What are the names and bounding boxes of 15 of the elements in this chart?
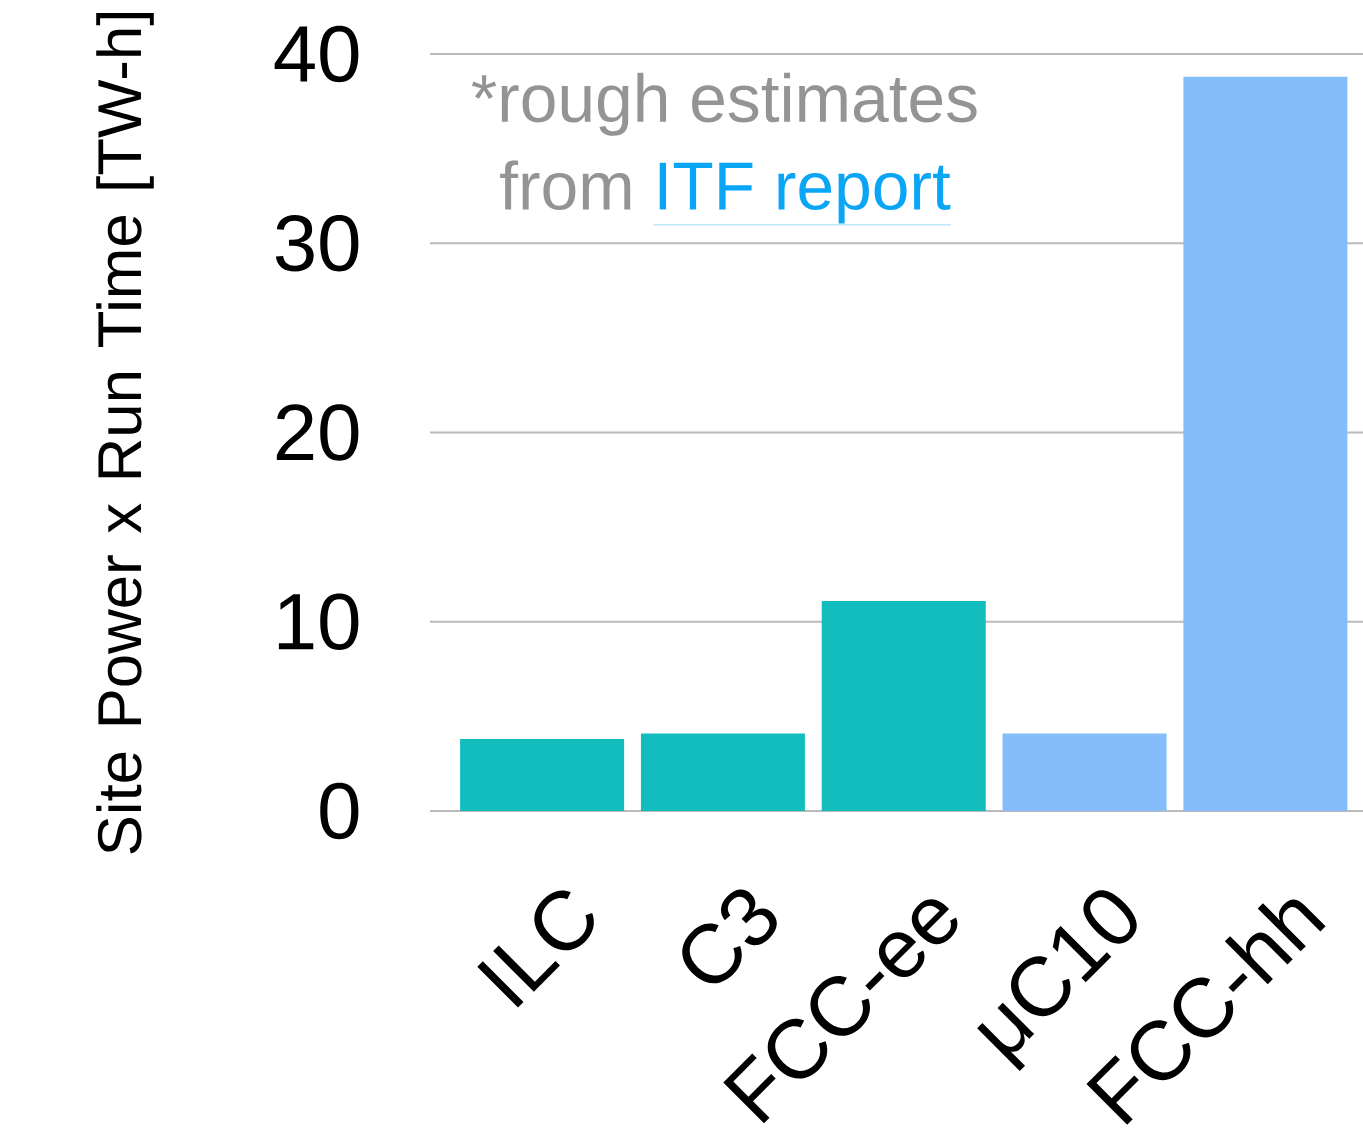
y-tick-label: 30 xyxy=(275,215,359,272)
annotation: *rough estimates xyxy=(471,72,977,136)
annotation: ITF report xyxy=(659,162,951,224)
y-axis-title: Site Power x Run Time [TW-h] xyxy=(96,13,154,854)
y-tick-label: 40 xyxy=(274,25,359,83)
y-tick-label: 10 xyxy=(278,593,359,650)
bar xyxy=(640,733,805,811)
bar xyxy=(821,600,986,811)
bar xyxy=(1002,733,1167,811)
y-tick-label: 0 xyxy=(320,782,359,840)
bar xyxy=(1183,76,1348,811)
x-tick-label: ILC xyxy=(477,890,594,1008)
bar xyxy=(460,739,625,811)
y-tick-label: 20 xyxy=(276,404,359,461)
annotation: from xyxy=(500,160,631,211)
